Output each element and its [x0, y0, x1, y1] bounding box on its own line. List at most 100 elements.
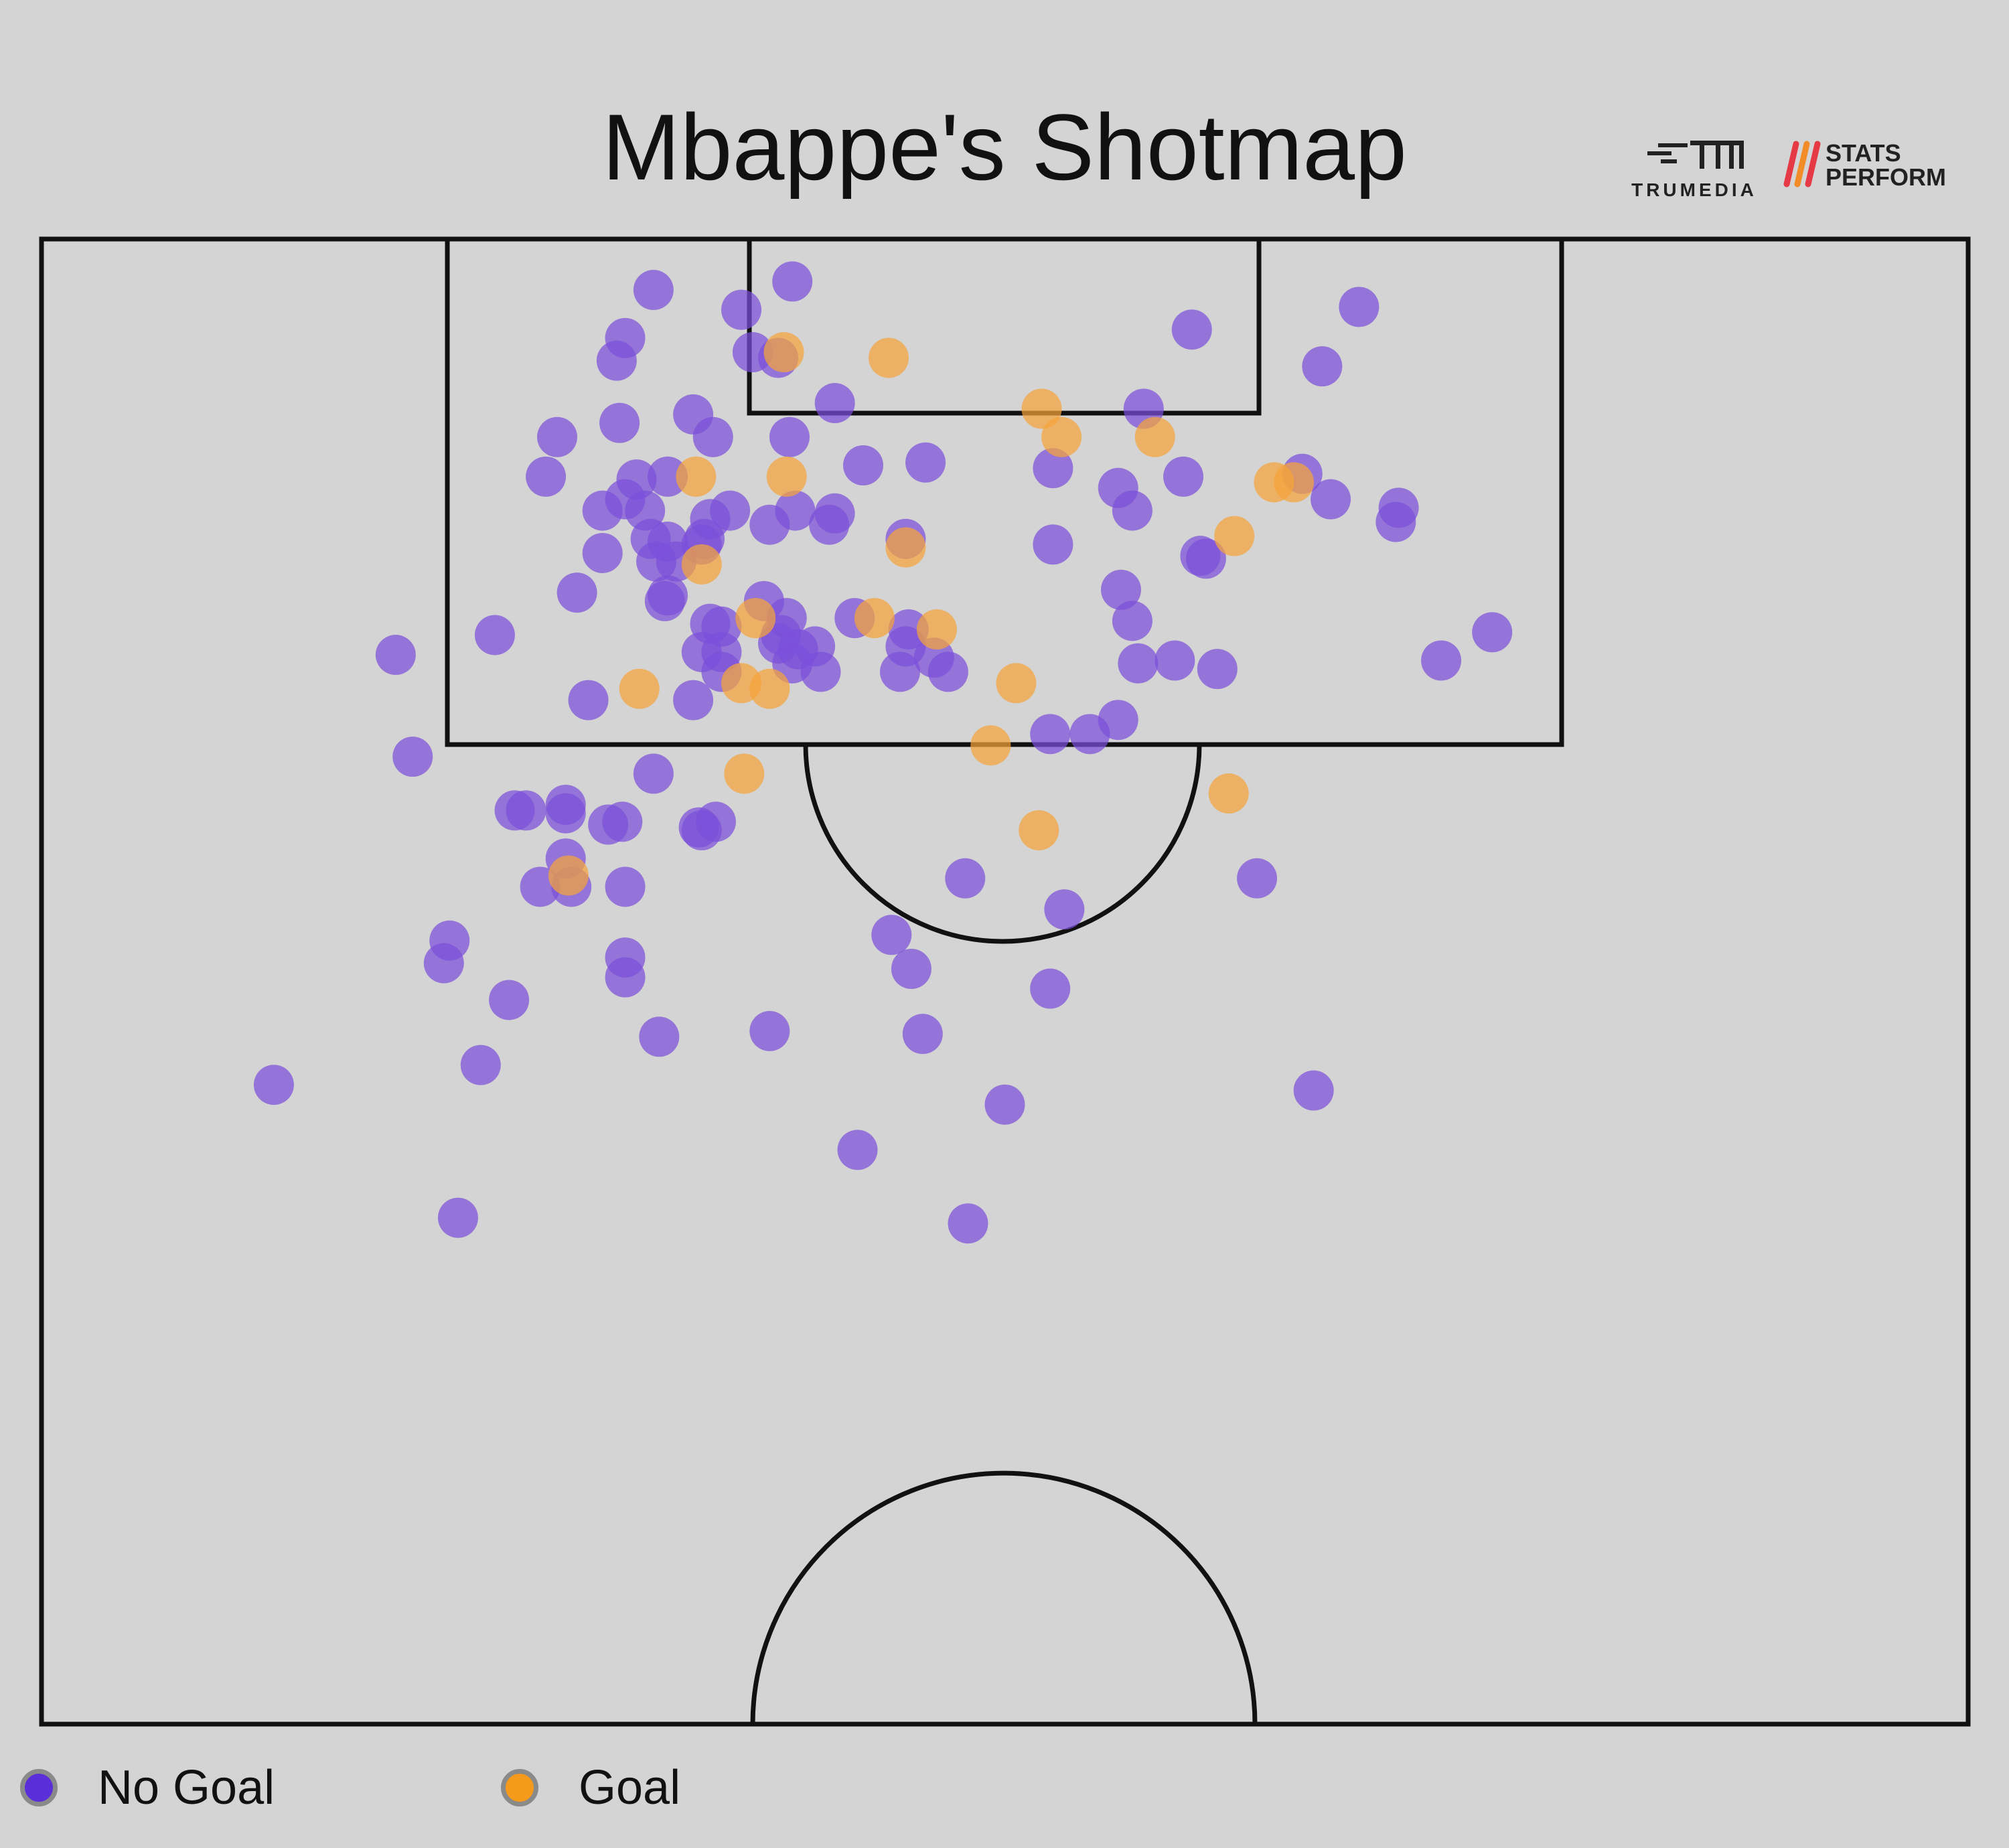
shot-point-no-goal — [1100, 569, 1141, 610]
shot-point-no-goal — [1030, 714, 1071, 755]
stats-perform-wordmark-line1: STATS — [1826, 139, 1901, 167]
shot-point-goal — [970, 725, 1011, 766]
shot-point-goal — [1021, 388, 1062, 429]
shot-point-no-goal — [605, 866, 646, 907]
shot-point-no-goal — [1044, 889, 1085, 930]
shot-point-no-goal — [769, 416, 810, 457]
shot-point-no-goal — [644, 581, 685, 621]
shot-point-no-goal — [891, 948, 932, 989]
shot-point-no-goal — [460, 1045, 501, 1085]
shot-point-no-goal — [639, 1016, 680, 1057]
shot-point-no-goal — [871, 915, 912, 955]
legend-label-no-goal: No Goal — [98, 1761, 275, 1815]
shot-point-goal — [1019, 810, 1059, 850]
shot-point-no-goal — [1118, 643, 1159, 684]
shot-point-no-goal — [1030, 968, 1071, 1009]
shot-point-no-goal — [423, 943, 464, 984]
stats-perform-wordmark-line2: PERFORM — [1826, 163, 1946, 191]
shot-point-goal — [548, 855, 589, 896]
shot-point-no-goal — [1375, 502, 1416, 542]
shot-point-no-goal — [1421, 640, 1462, 681]
shot-point-no-goal — [537, 416, 578, 457]
shot-point-no-goal — [526, 456, 567, 497]
shot-point-goal — [854, 598, 895, 639]
shot-point-no-goal — [489, 980, 530, 1020]
shot-point-no-goal — [1098, 700, 1138, 741]
shot-point-no-goal — [602, 801, 643, 842]
shot-point-no-goal — [582, 490, 623, 531]
shot-point-no-goal — [902, 1014, 943, 1055]
legend-swatch-no-goal — [20, 1769, 58, 1806]
shot-point-no-goal — [710, 490, 751, 531]
shot-point-no-goal — [1197, 649, 1238, 690]
shot-point-no-goal — [605, 957, 646, 998]
shot-point-no-goal — [1112, 490, 1152, 531]
shot-point-no-goal — [596, 340, 637, 381]
trumedia-wordmark: TRUMEDIA — [1631, 179, 1757, 200]
shot-point-no-goal — [681, 810, 722, 850]
shot-point-goal — [1041, 416, 1082, 457]
shot-point-goal — [916, 609, 957, 650]
shot-point-goal — [766, 456, 807, 497]
shot-point-no-goal — [474, 615, 515, 656]
shot-point-no-goal — [582, 532, 623, 573]
shot-point-no-goal — [633, 270, 674, 311]
shot-point-no-goal — [633, 753, 674, 794]
shot-point-no-goal — [1311, 479, 1351, 520]
shot-point-no-goal — [1472, 612, 1513, 653]
shot-point-no-goal — [1163, 456, 1204, 497]
legend-label-goal: Goal — [579, 1761, 681, 1815]
shot-point-no-goal — [1155, 640, 1195, 681]
shot-point-no-goal — [545, 793, 586, 834]
legend-swatch-goal — [501, 1769, 538, 1806]
shot-point-no-goal — [749, 504, 790, 545]
shot-point-no-goal — [692, 416, 733, 457]
shot-point-no-goal — [1185, 538, 1226, 579]
penalty-arc — [803, 744, 1202, 944]
shot-point-no-goal — [673, 680, 714, 720]
shot-point-no-goal — [842, 445, 883, 485]
legend-item-no-goal: No Goal — [20, 1758, 275, 1818]
shot-point-goal — [1214, 516, 1255, 556]
shot-point-no-goal — [837, 1130, 878, 1170]
shot-point-no-goal — [1302, 346, 1343, 387]
shot-point-goal — [1208, 773, 1249, 814]
shot-point-no-goal — [879, 651, 920, 692]
shot-point-goal — [735, 598, 776, 639]
shot-point-no-goal — [984, 1084, 1025, 1125]
trumedia-mark-icon — [1647, 141, 1744, 169]
shot-point-goal — [676, 456, 717, 497]
shot-point-no-goal — [648, 456, 688, 497]
stats-perform-logo: STATS PERFORM — [1781, 137, 1962, 198]
shot-point-no-goal — [927, 651, 968, 692]
shot-point-goal — [619, 668, 660, 709]
pitch-outline — [39, 236, 1971, 1727]
pitch-markings — [39, 236, 1971, 1727]
shot-point-no-goal — [945, 858, 986, 899]
shot-point-no-goal — [905, 442, 946, 483]
shot-point-no-goal — [749, 1010, 790, 1051]
shot-point-no-goal — [948, 1203, 988, 1244]
shot-point-no-goal — [506, 790, 546, 831]
shot-point-no-goal — [1237, 858, 1278, 899]
shot-point-no-goal — [568, 680, 609, 720]
shot-point-goal — [724, 753, 765, 794]
shot-point-goal — [1274, 462, 1315, 503]
shot-point-no-goal — [1033, 524, 1073, 565]
shot-point-goal — [869, 337, 909, 378]
legend-item-goal: Goal — [501, 1758, 680, 1818]
shot-point-no-goal — [1112, 601, 1152, 641]
shot-point-goal — [1134, 416, 1175, 457]
shot-point-no-goal — [721, 289, 762, 330]
shot-point-no-goal — [809, 504, 850, 545]
stats-perform-slashes-icon — [1783, 141, 1821, 187]
shot-point-no-goal — [556, 572, 597, 613]
center-circle — [750, 1470, 1258, 1725]
shot-point-goal — [763, 331, 804, 372]
shot-point-no-goal — [392, 737, 433, 777]
shot-point-no-goal — [437, 1197, 478, 1238]
shot-point-no-goal — [253, 1065, 294, 1105]
shot-point-no-goal — [772, 261, 813, 302]
